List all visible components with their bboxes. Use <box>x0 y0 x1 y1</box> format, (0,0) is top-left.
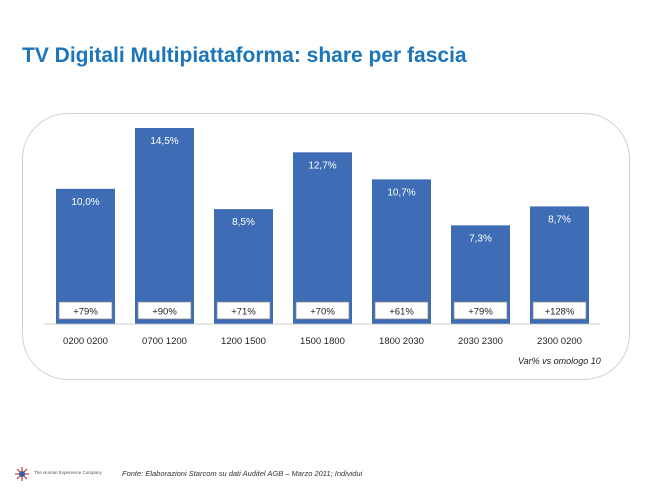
variation-box <box>216 301 271 320</box>
category-tick-label: 1200 1500 <box>221 336 266 347</box>
variation-label: +128% <box>545 307 575 318</box>
variation-box <box>532 301 587 320</box>
variation-box <box>137 301 192 320</box>
bar <box>293 152 352 324</box>
variation-label: +71% <box>231 307 256 318</box>
variation-label: +61% <box>389 307 414 318</box>
variation-label: +79% <box>73 307 98 318</box>
category-tick-label: 2300 0200 <box>537 336 582 347</box>
company-tagline: The Human Experience Company <box>34 470 102 475</box>
category-tick-label: 0700 1200 <box>142 336 187 347</box>
category-tick-label: 1800 2030 <box>379 336 424 347</box>
bar-value-label: 10,7% <box>387 187 415 198</box>
variation-note: Var% vs omologo 10 <box>518 356 601 366</box>
category-tick-label: 2030 2300 <box>458 336 503 347</box>
bar-value-label: 8,5% <box>232 217 255 228</box>
company-logo-icon <box>15 467 29 481</box>
bar <box>56 188 115 324</box>
variation-label: +70% <box>310 307 335 318</box>
bar-value-label: 10,0% <box>71 197 99 208</box>
variation-label: +90% <box>152 307 177 318</box>
bar-value-label: 12,7% <box>308 160 336 171</box>
variation-label: +79% <box>468 307 493 318</box>
bar-value-label: 14,5% <box>150 136 178 147</box>
category-tick-label: 0200 0200 <box>63 336 108 347</box>
bar-value-label: 8,7% <box>548 214 571 225</box>
variation-box <box>58 301 113 320</box>
variation-box <box>374 301 429 320</box>
bar-value-label: 7,3% <box>469 233 492 244</box>
source-note: Fonte: Elaborazioni Starcom su dati Audi… <box>122 469 363 478</box>
category-tick-label: 1500 1800 <box>300 336 345 347</box>
page-title: TV Digitali Multipiattaforma: share per … <box>22 44 467 67</box>
bar <box>135 128 194 324</box>
variation-box <box>295 301 350 320</box>
bar <box>372 179 431 324</box>
variation-box <box>453 301 508 320</box>
